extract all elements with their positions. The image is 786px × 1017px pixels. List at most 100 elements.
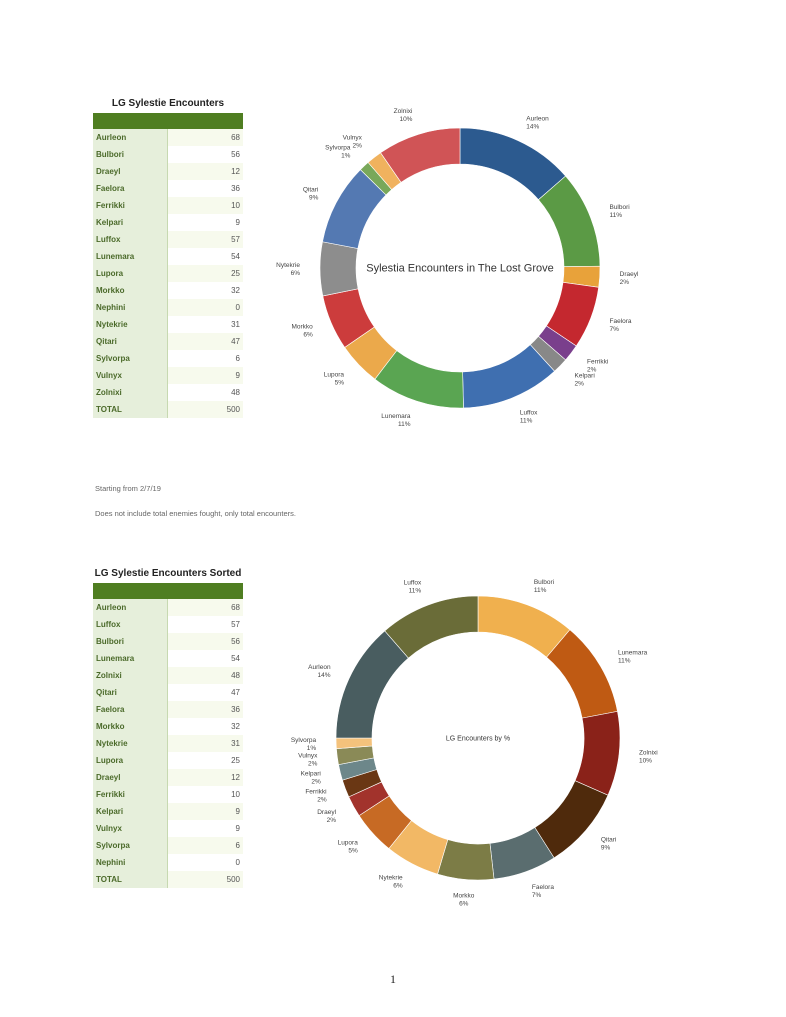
table-row: Sylvorpa 6	[93, 350, 243, 367]
table-row: Luffox 57	[93, 231, 243, 248]
row-name: Aurleon	[93, 599, 168, 616]
table-row: Ferrikki 10	[93, 786, 243, 803]
row-value: 57	[168, 231, 243, 248]
row-value: 9	[168, 803, 243, 820]
slice-aurleon	[335, 630, 409, 739]
slice-label: Sylvorpa 1%	[291, 737, 317, 752]
row-value: 0	[168, 299, 243, 316]
sorted-encounters-table: Aurleon 68 Luffox 57 Bulbori 56 Lunemara 54 Zoln…	[93, 583, 243, 888]
row-name: Kelpari	[93, 803, 168, 820]
slice-label: Morkko 6%	[453, 892, 475, 907]
slice-label: Lunemara 11%	[618, 649, 648, 664]
row-name: Draeyl	[93, 769, 168, 786]
row-value: 47	[168, 333, 243, 350]
row-name: Luffox	[93, 231, 168, 248]
row-value: 68	[168, 129, 243, 146]
slice-label: Zolnixi 10%	[394, 108, 413, 123]
row-name: Vulnyx	[93, 367, 168, 384]
row-value: 31	[168, 735, 243, 752]
row-value: 31	[168, 316, 243, 333]
row-value: 0	[168, 854, 243, 871]
slice-label: Ferrikki 2%	[587, 358, 608, 373]
slice-label: Sylvorpa 1%	[325, 144, 351, 159]
slice-label: Lupora 5%	[324, 371, 345, 386]
table-header-bar	[93, 113, 243, 129]
row-name: Bulbori	[93, 633, 168, 650]
row-name: Nytekrie	[93, 735, 168, 752]
row-value: 36	[168, 180, 243, 197]
slice-label: Nytekrie 6%	[276, 262, 300, 277]
table-row: Ferrikki 10	[93, 197, 243, 214]
table-row: Luffox 57	[93, 616, 243, 633]
row-value: 500	[168, 401, 243, 418]
table-row: Lupora 25	[93, 265, 243, 282]
slice-label: Faelora 7%	[532, 884, 554, 899]
table-row: Aurleon 68	[93, 129, 243, 146]
row-value: 6	[168, 837, 243, 854]
row-value: 12	[168, 163, 243, 180]
row-name: Lupora	[93, 265, 168, 282]
table-row: Draeyl 12	[93, 163, 243, 180]
slice-label: Bulbori 11%	[534, 579, 554, 594]
row-value: 6	[168, 350, 243, 367]
table-row: TOTAL 500	[93, 871, 243, 888]
table-row: Nephini 0	[93, 299, 243, 316]
row-name: Vulnyx	[93, 820, 168, 837]
encounters-donut-chart: Aurleon 14% Bulbori 11% Draeyl 2% Faelora 7% Fer…	[276, 108, 639, 428]
table-row: Aurleon 68	[93, 599, 243, 616]
table-row: Nephini 0	[93, 854, 243, 871]
slice-label: Vulnyx 2%	[298, 752, 318, 767]
table-row: Kelpari 9	[93, 214, 243, 231]
table-row: Qitari 47	[93, 684, 243, 701]
row-name: Sylvorpa	[93, 350, 168, 367]
table1-title: LG Sylestie Encounters	[111, 98, 225, 109]
row-name: TOTAL	[93, 401, 168, 418]
table-row: Nytekrie 31	[93, 316, 243, 333]
table-row: Bulbori 56	[93, 633, 243, 650]
row-name: Lupora	[93, 752, 168, 769]
row-name: Bulbori	[93, 146, 168, 163]
row-name: Faelora	[93, 180, 168, 197]
row-name: Morkko	[93, 718, 168, 735]
row-value: 25	[168, 265, 243, 282]
row-name: Lunemara	[93, 248, 168, 265]
row-name: Kelpari	[93, 214, 168, 231]
row-name: TOTAL	[93, 871, 168, 888]
table-row: Draeyl 12	[93, 769, 243, 786]
row-name: Zolnixi	[93, 384, 168, 401]
row-name: Ferrikki	[93, 197, 168, 214]
row-value: 47	[168, 684, 243, 701]
chart-title: Sylestia Encounters in The Lost Grove	[366, 263, 554, 275]
table-row: Vulnyx 9	[93, 367, 243, 384]
row-name: Draeyl	[93, 163, 168, 180]
page-number: 1	[390, 972, 396, 986]
table-row: Vulnyx 9	[93, 820, 243, 837]
row-value: 32	[168, 718, 243, 735]
row-name: Nytekrie	[93, 316, 168, 333]
row-value: 54	[168, 650, 243, 667]
row-name: Ferrikki	[93, 786, 168, 803]
slice-zolnixi	[380, 127, 461, 183]
slice-aurleon	[459, 127, 567, 201]
table-row: Sylvorpa 6	[93, 837, 243, 854]
table-row: Qitari 47	[93, 333, 243, 350]
slice-zolnixi	[574, 711, 621, 796]
slice-label: Draeyl 2%	[317, 809, 336, 824]
table-row: Zolnixi 48	[93, 667, 243, 684]
table-row: Morkko 32	[93, 718, 243, 735]
table2-title: LG Sylestie Encounters Sorted	[94, 568, 242, 579]
row-name: Nephini	[93, 854, 168, 871]
row-name: Lunemara	[93, 650, 168, 667]
start-date-note: Starting from 2/7/19	[95, 484, 161, 493]
row-name: Aurleon	[93, 129, 168, 146]
slice-label: Zolnixi 10%	[639, 749, 658, 764]
row-name: Faelora	[93, 701, 168, 718]
row-name: Qitari	[93, 333, 168, 350]
table-row: Zolnixi 48	[93, 384, 243, 401]
slice-nytekrie	[319, 241, 359, 297]
row-value: 9	[168, 820, 243, 837]
slice-label: Lunemara 11%	[381, 413, 411, 428]
table-row: Bulbori 56	[93, 146, 243, 163]
row-name: Zolnixi	[93, 667, 168, 684]
table-row: Lunemara 54	[93, 248, 243, 265]
